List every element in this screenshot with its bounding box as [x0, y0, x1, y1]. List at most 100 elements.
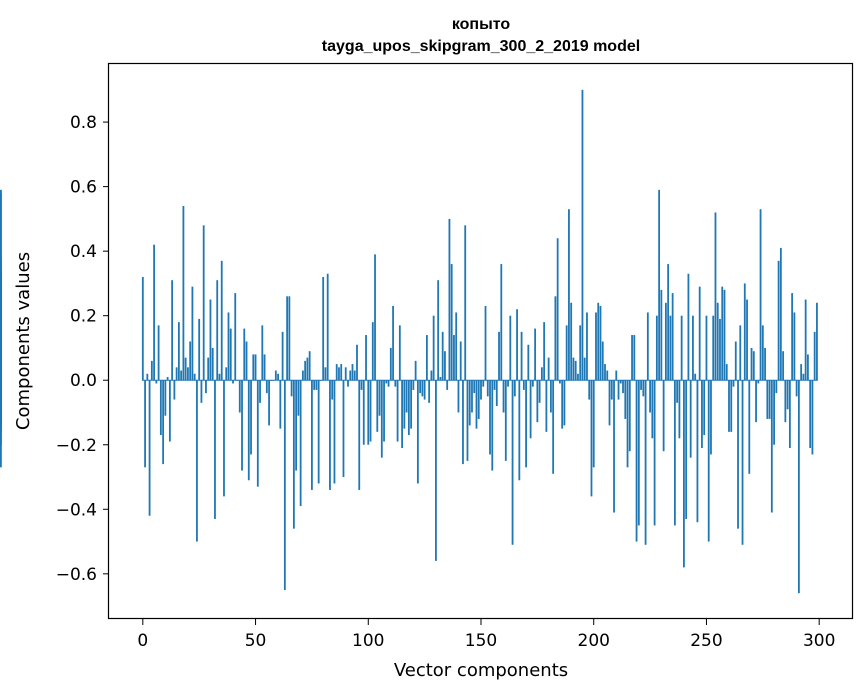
bar — [0, 289, 2, 381]
y-tick-label: −0.6 — [56, 565, 97, 585]
bar — [356, 344, 358, 381]
bar — [807, 354, 809, 381]
bar — [403, 380, 406, 429]
bar — [489, 380, 491, 455]
bar — [540, 367, 543, 381]
bar — [802, 373, 805, 381]
bar — [588, 380, 591, 400]
bar — [150, 360, 153, 381]
bar — [721, 286, 724, 381]
bar — [326, 273, 329, 381]
bar — [421, 380, 424, 397]
bar — [416, 380, 419, 484]
bar — [495, 380, 498, 407]
bar — [261, 325, 264, 381]
bar — [498, 331, 500, 381]
bar — [743, 283, 746, 381]
x-axis: 0 50 100 150 200 250 300 — [137, 619, 835, 651]
bar — [655, 315, 658, 381]
bar — [590, 380, 593, 497]
bar — [610, 380, 613, 400]
bar — [148, 380, 151, 516]
bar — [577, 373, 579, 381]
bar — [448, 218, 451, 381]
bar — [358, 380, 361, 490]
bar — [247, 380, 250, 481]
bar — [297, 380, 300, 416]
bar — [0, 380, 2, 429]
bar — [209, 299, 212, 381]
bar — [256, 380, 259, 487]
bar — [759, 209, 762, 381]
bar — [730, 380, 733, 432]
x-tick-label: 200 — [578, 631, 610, 651]
bar — [750, 347, 753, 381]
bar — [556, 238, 559, 381]
bar — [444, 351, 446, 381]
bar — [405, 380, 408, 413]
bar — [734, 341, 737, 381]
bar — [333, 380, 336, 484]
bar — [534, 328, 537, 381]
bar — [710, 380, 712, 455]
bar — [816, 302, 818, 381]
bar — [369, 380, 372, 442]
bar — [572, 357, 575, 381]
bar — [263, 354, 266, 381]
bar — [737, 380, 739, 529]
bar — [800, 364, 803, 381]
bar — [570, 302, 573, 381]
bar — [394, 380, 397, 387]
bar — [622, 380, 624, 394]
bar — [574, 360, 577, 381]
x-tick-label: 300 — [803, 631, 835, 651]
bar — [279, 380, 282, 429]
bar — [453, 335, 455, 381]
bar — [583, 357, 586, 381]
bar — [527, 344, 530, 381]
bar — [141, 276, 144, 381]
bar — [425, 335, 428, 381]
bar — [667, 264, 670, 381]
bar — [277, 373, 279, 381]
y-axis-label: Components values — [13, 252, 34, 430]
bar — [281, 331, 284, 381]
chart-title: копыто — [452, 16, 511, 33]
bar — [159, 380, 162, 436]
bar — [545, 380, 548, 432]
bar — [520, 331, 523, 381]
bar — [306, 357, 309, 381]
bar — [615, 370, 618, 381]
bar — [525, 380, 527, 468]
bar — [770, 380, 773, 513]
bar — [779, 247, 782, 381]
bar — [698, 286, 701, 381]
bar — [473, 380, 476, 394]
bar — [678, 380, 681, 439]
bar — [383, 380, 385, 442]
bar — [168, 380, 171, 442]
bar — [649, 380, 651, 413]
bar — [773, 380, 775, 445]
bar — [597, 302, 600, 381]
bar — [220, 260, 223, 381]
bar — [795, 380, 798, 397]
bar — [784, 380, 787, 423]
bar — [604, 364, 606, 381]
bar — [480, 380, 482, 400]
bar — [786, 380, 789, 410]
bar — [732, 380, 735, 387]
bar — [464, 225, 467, 381]
bar — [689, 380, 692, 458]
bar — [606, 370, 609, 381]
bar — [660, 289, 663, 381]
bar — [613, 380, 615, 513]
bar — [748, 380, 751, 474]
bar — [229, 328, 232, 381]
bar — [324, 367, 327, 381]
bar — [182, 205, 185, 381]
bar — [804, 299, 807, 381]
bar — [214, 380, 216, 519]
bar — [468, 380, 471, 426]
bar — [177, 322, 180, 381]
